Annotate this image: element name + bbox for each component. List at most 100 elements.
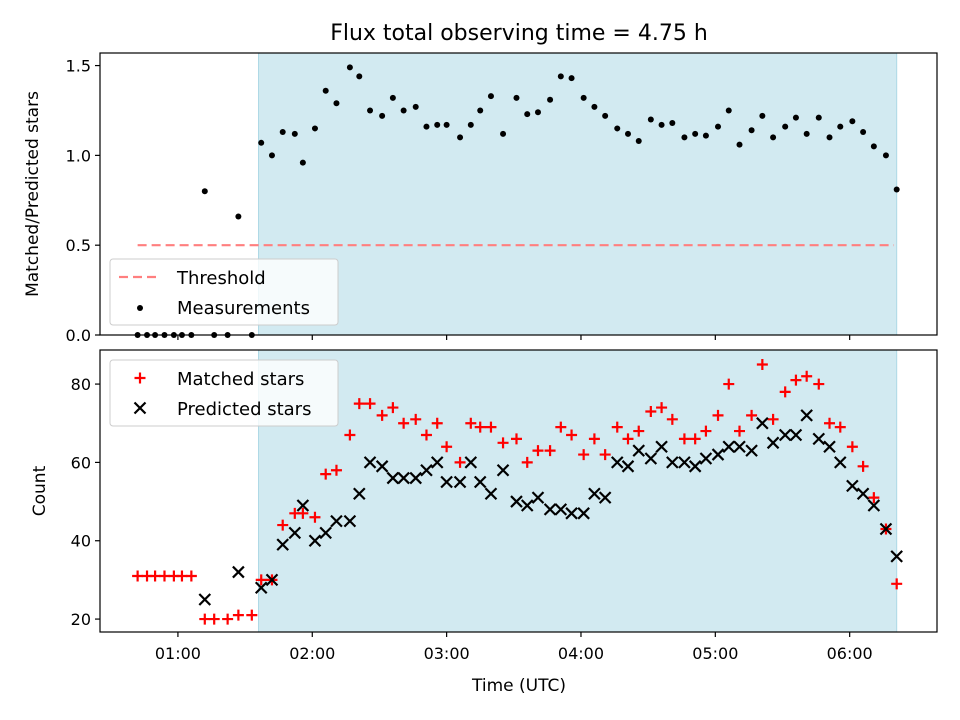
top-measurements-point bbox=[389, 94, 396, 101]
top-measurements-point bbox=[837, 123, 844, 130]
bottom-legend-matched-stars-marker bbox=[134, 372, 146, 384]
top-measurements-point bbox=[201, 188, 208, 195]
top-measurements-point bbox=[602, 112, 609, 119]
bottom-matched-stars-point bbox=[767, 413, 779, 425]
bottom-matched-stars-point bbox=[387, 402, 399, 414]
bottom-x-tick-label: 01:00 bbox=[155, 644, 201, 663]
bottom-predicted-stars-point bbox=[588, 487, 601, 501]
bottom-matched-stars-point bbox=[824, 417, 836, 429]
bottom-predicted-stars-point bbox=[890, 550, 903, 563]
bottom-x-tick-label: 05:00 bbox=[692, 644, 738, 663]
bottom-axes-frame bbox=[99, 349, 938, 633]
bottom-predicted-stars-point bbox=[554, 503, 568, 516]
bottom-predicted-stars-point bbox=[833, 456, 847, 469]
bottom-predicted-stars-point bbox=[440, 475, 453, 489]
top-measurements-point bbox=[882, 152, 889, 159]
bottom-matched-stars-point bbox=[485, 421, 497, 433]
top-measurements-point bbox=[669, 120, 676, 127]
bottom-matched-stars-point bbox=[689, 433, 701, 445]
top-measurements-point bbox=[826, 134, 833, 141]
top-measurements-point bbox=[870, 143, 877, 150]
bottom-predicted-stars-point bbox=[823, 440, 836, 454]
x-axis-label: Time (UTC) bbox=[471, 676, 566, 696]
bottom-matched-stars-point bbox=[790, 374, 802, 386]
bottom-matched-stars-point bbox=[656, 402, 668, 414]
bottom-matched-stars-point bbox=[232, 609, 244, 621]
bottom-matched-stars-point bbox=[185, 570, 197, 582]
bottom-matched-stars-point bbox=[891, 578, 903, 590]
bottom-predicted-stars-point bbox=[856, 487, 870, 501]
top-measurements-point bbox=[770, 134, 777, 141]
bottom-predicted-stars-point bbox=[496, 463, 510, 477]
bottom-predicted-stars-point bbox=[688, 460, 702, 473]
bottom-predicted-stars-point bbox=[520, 499, 534, 512]
top-measurements-point bbox=[635, 138, 642, 145]
top-measurements-point bbox=[412, 103, 419, 110]
top-measurements-point bbox=[702, 132, 709, 139]
bottom-predicted-stars-point bbox=[733, 440, 746, 454]
bottom-predicted-stars-point bbox=[789, 428, 803, 442]
top-measurements-point bbox=[580, 94, 587, 101]
bottom-matched-stars-point bbox=[868, 492, 880, 504]
top-measurements-point bbox=[893, 186, 900, 193]
bottom-legend: Matched stars Predicted stars bbox=[109, 359, 339, 427]
bottom-matched-stars-point bbox=[813, 378, 825, 390]
bottom-predicted-stars-point bbox=[766, 436, 780, 450]
top-measurements-point bbox=[803, 130, 810, 137]
bottom-matched-stars-point bbox=[633, 425, 645, 437]
bottom-matched-stars-point bbox=[330, 464, 342, 476]
bottom-y-tick-label: 80 bbox=[71, 375, 91, 394]
top-measurements-point bbox=[268, 152, 275, 159]
top-panel: 0.0 0.5 1.0 1.5 Threshold Measurements bbox=[66, 52, 938, 345]
top-measurements-point bbox=[681, 134, 688, 141]
bottom-predicted-stars-point bbox=[531, 491, 545, 504]
top-y-axis-label: Matched/Predicted stars bbox=[23, 91, 43, 297]
top-measurements-point bbox=[860, 129, 867, 136]
bottom-matched-stars-point bbox=[410, 413, 422, 425]
top-measurements-point bbox=[534, 109, 541, 116]
bottom-predicted-stars-point bbox=[319, 526, 332, 540]
bottom-matched-stars-point bbox=[255, 574, 267, 586]
bottom-matched-stars-point bbox=[497, 437, 509, 449]
bottom-predicted-stars-point bbox=[711, 448, 725, 461]
top-measurements-point bbox=[400, 107, 407, 114]
bottom-matched-stars-point bbox=[588, 433, 600, 445]
top-measurements-point bbox=[782, 123, 789, 130]
top-y-tick-label: 1.5 bbox=[66, 57, 91, 76]
top-measurements-point bbox=[624, 130, 631, 137]
bottom-predicted-stars-point bbox=[484, 487, 498, 501]
top-axes-frame bbox=[99, 52, 938, 336]
top-measurements-point bbox=[849, 118, 856, 125]
bottom-predicted-stars-point bbox=[330, 514, 343, 528]
bottom-observing-span bbox=[258, 349, 898, 633]
bottom-matched-stars-point bbox=[521, 456, 533, 468]
top-measurements-point bbox=[258, 139, 265, 146]
bottom-matched-stars-point bbox=[376, 409, 388, 421]
bottom-matched-stars-point bbox=[532, 445, 544, 457]
bottom-predicted-stars-point bbox=[353, 487, 366, 501]
bottom-matched-stars-point bbox=[712, 409, 724, 421]
bottom-predicted-stars-point bbox=[254, 581, 268, 595]
bottom-matched-stars-point bbox=[364, 398, 376, 410]
top-measurements-point bbox=[647, 116, 654, 123]
bottom-matched-stars-point bbox=[734, 425, 746, 437]
top-measurements-point bbox=[500, 130, 507, 137]
top-measurements-point bbox=[457, 134, 464, 141]
bottom-legend-box bbox=[109, 359, 339, 427]
bottom-legend-matched-stars-label: Matched stars bbox=[177, 369, 304, 390]
top-measurements-point bbox=[356, 73, 363, 80]
top-measurements-point bbox=[524, 111, 531, 118]
top-measurements-point bbox=[815, 114, 822, 121]
bottom-predicted-stars-point bbox=[756, 416, 769, 430]
bottom-matched-stars-point bbox=[756, 358, 768, 370]
top-y-tick-label: 0.5 bbox=[66, 236, 91, 255]
bottom-matched-stars-point bbox=[846, 441, 858, 453]
bottom-matched-stars-point bbox=[599, 449, 611, 461]
bottom-matched-stars-point bbox=[678, 433, 690, 445]
top-measurements-point bbox=[299, 159, 306, 166]
top-measurements-point bbox=[658, 121, 665, 128]
bottom-predicted-stars-point bbox=[473, 475, 487, 489]
bottom-predicted-stars-point bbox=[846, 479, 859, 493]
bottom-matched-stars-point bbox=[544, 445, 556, 457]
